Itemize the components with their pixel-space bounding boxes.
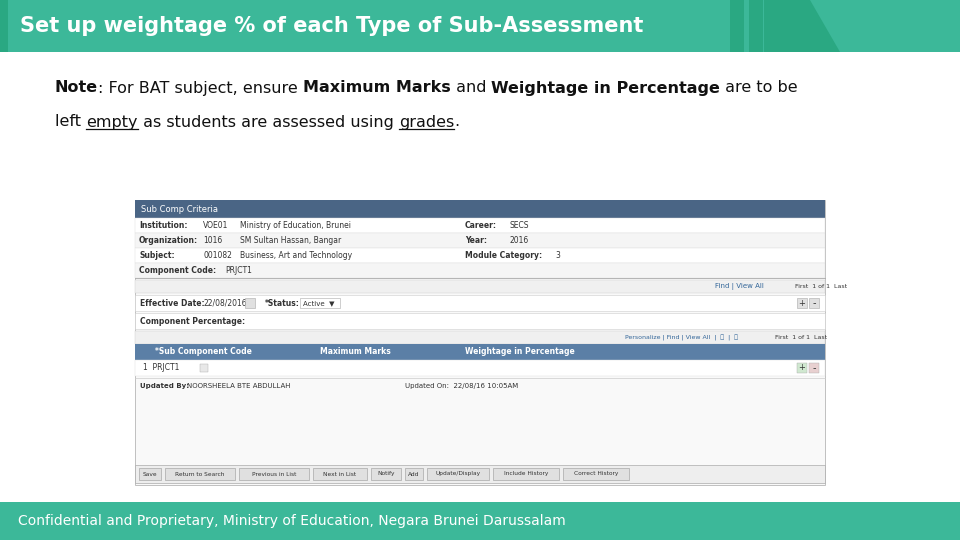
Text: Active  ▼: Active ▼ (303, 300, 334, 306)
Text: Update/Display: Update/Display (436, 471, 481, 476)
FancyBboxPatch shape (405, 468, 423, 480)
FancyBboxPatch shape (809, 298, 819, 308)
FancyBboxPatch shape (749, 0, 763, 52)
Text: Return to Search: Return to Search (176, 471, 225, 476)
Text: Personalize | Find | View All  |  🔲  |  📋: Personalize | Find | View All | 🔲 | 📋 (625, 334, 738, 341)
Text: Module Category:: Module Category: (465, 251, 542, 260)
FancyBboxPatch shape (135, 344, 825, 360)
FancyBboxPatch shape (135, 295, 825, 311)
Text: First  1 of 1  Last: First 1 of 1 Last (775, 335, 828, 340)
Text: Note: Note (55, 80, 98, 96)
Text: Weightage in Percentage: Weightage in Percentage (492, 80, 720, 96)
FancyBboxPatch shape (313, 468, 367, 480)
Text: are to be: are to be (720, 80, 798, 96)
Text: Correct History: Correct History (574, 471, 618, 476)
FancyBboxPatch shape (135, 360, 825, 376)
Text: Find | View All: Find | View All (715, 283, 764, 290)
Text: 001082: 001082 (203, 251, 232, 260)
FancyBboxPatch shape (135, 248, 825, 263)
Text: as students are assessed using: as students are assessed using (137, 114, 398, 130)
FancyBboxPatch shape (0, 0, 8, 52)
Text: .: . (454, 114, 459, 130)
FancyBboxPatch shape (797, 298, 807, 308)
Text: +: + (799, 363, 805, 373)
Text: NOORSHEELA BTE ABDULLAH: NOORSHEELA BTE ABDULLAH (187, 383, 291, 389)
Polygon shape (764, 0, 840, 52)
Text: Year:: Year: (465, 236, 487, 245)
FancyBboxPatch shape (200, 364, 208, 372)
Text: Component Percentage:: Component Percentage: (140, 316, 245, 326)
Text: Institution:: Institution: (139, 221, 187, 230)
Text: Effective Date:: Effective Date: (140, 299, 204, 307)
Text: 2016: 2016 (510, 236, 529, 245)
FancyBboxPatch shape (135, 313, 825, 329)
Text: -: - (812, 298, 816, 308)
FancyBboxPatch shape (371, 468, 401, 480)
Text: Notify: Notify (377, 471, 395, 476)
Text: SECS: SECS (510, 221, 530, 230)
FancyBboxPatch shape (427, 468, 489, 480)
FancyBboxPatch shape (135, 331, 825, 344)
Text: Ministry of Education, Brunei: Ministry of Education, Brunei (240, 221, 351, 230)
Text: 1016: 1016 (203, 236, 223, 245)
FancyBboxPatch shape (139, 468, 161, 480)
Text: : For BAT subject, ensure: : For BAT subject, ensure (98, 80, 303, 96)
Text: Organization:: Organization: (139, 236, 198, 245)
Text: Updated By:: Updated By: (140, 383, 191, 389)
Text: Business, Art and Technology: Business, Art and Technology (240, 251, 352, 260)
FancyBboxPatch shape (239, 468, 309, 480)
Text: *Sub Component Code: *Sub Component Code (155, 348, 252, 356)
FancyBboxPatch shape (0, 0, 960, 52)
Text: Career:: Career: (465, 221, 497, 230)
Text: 22/08/2016: 22/08/2016 (203, 299, 247, 307)
Text: Set up weightage % of each Type of Sub-Assessment: Set up weightage % of each Type of Sub-A… (20, 16, 643, 36)
Text: SM Sultan Hassan, Bangar: SM Sultan Hassan, Bangar (240, 236, 341, 245)
FancyBboxPatch shape (135, 280, 825, 293)
FancyBboxPatch shape (300, 298, 340, 308)
Text: Confidential and Proprietary, Ministry of Education, Negara Brunei Darussalam: Confidential and Proprietary, Ministry o… (18, 514, 565, 528)
FancyBboxPatch shape (493, 468, 559, 480)
Text: Sub Comp Criteria: Sub Comp Criteria (141, 205, 218, 213)
Text: First  1 of 1  Last: First 1 of 1 Last (795, 284, 847, 289)
Text: 3: 3 (555, 251, 560, 260)
Text: and: and (451, 80, 492, 96)
Text: empty: empty (86, 114, 137, 130)
Text: +: + (799, 299, 805, 307)
FancyBboxPatch shape (165, 468, 235, 480)
Text: Save: Save (143, 471, 157, 476)
Text: Updated On:  22/08/16 10:05AM: Updated On: 22/08/16 10:05AM (405, 383, 518, 389)
Text: Next in List: Next in List (324, 471, 356, 476)
Text: Include History: Include History (504, 471, 548, 476)
FancyBboxPatch shape (0, 502, 960, 540)
Text: PRJCT1: PRJCT1 (225, 266, 252, 275)
FancyBboxPatch shape (135, 200, 825, 218)
Text: Weightage in Percentage: Weightage in Percentage (465, 348, 575, 356)
FancyBboxPatch shape (730, 0, 744, 52)
FancyBboxPatch shape (563, 468, 629, 480)
Text: *Status:: *Status: (265, 299, 300, 307)
FancyBboxPatch shape (135, 233, 825, 248)
FancyBboxPatch shape (135, 200, 825, 485)
Text: 1  PRJCT1: 1 PRJCT1 (143, 363, 180, 373)
Text: left: left (55, 114, 86, 130)
FancyBboxPatch shape (809, 363, 819, 373)
FancyBboxPatch shape (135, 218, 825, 233)
FancyBboxPatch shape (245, 298, 255, 308)
Text: Maximum Marks: Maximum Marks (303, 80, 451, 96)
Text: grades: grades (398, 114, 454, 130)
Text: Maximum Marks: Maximum Marks (320, 348, 391, 356)
Text: Previous in List: Previous in List (252, 471, 297, 476)
FancyBboxPatch shape (797, 363, 807, 373)
Text: VOE01: VOE01 (203, 221, 228, 230)
Text: Add: Add (408, 471, 420, 476)
Text: -: - (812, 363, 816, 373)
FancyBboxPatch shape (135, 465, 825, 483)
FancyBboxPatch shape (135, 263, 825, 278)
Text: Subject:: Subject: (139, 251, 175, 260)
Text: Component Code:: Component Code: (139, 266, 216, 275)
